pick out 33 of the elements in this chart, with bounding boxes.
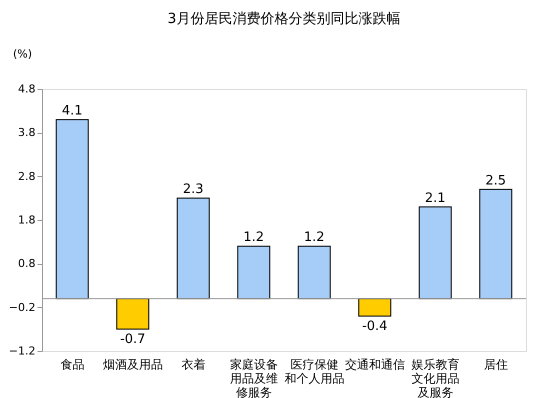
y-tick-label: 2.8 — [18, 170, 36, 183]
bar — [479, 188, 512, 300]
y-tick-label: 1.8 — [18, 214, 36, 226]
bar — [176, 198, 210, 300]
x-tick-label: 医疗保健和个人用品 — [284, 358, 344, 386]
y-tick-label: 4.8 — [18, 82, 36, 96]
bar — [116, 298, 150, 330]
y-axis-title: (%) — [12, 48, 32, 60]
data-label: 2.1 — [424, 190, 446, 206]
bar — [358, 298, 392, 317]
y-tick-label: 0.8 — [18, 257, 36, 270]
data-label: 1.2 — [243, 230, 264, 246]
x-tick-label: 居住 — [484, 358, 508, 372]
x-tick-label: 烟酒及用品 — [102, 358, 163, 372]
data-label: 2.3 — [182, 182, 204, 198]
x-tick-label: 食品 — [60, 358, 84, 372]
x-tick-label: 衣着 — [181, 358, 206, 372]
x-tick-label: 家庭设备用品及维修服务 — [230, 358, 278, 398]
data-label: 1.2 — [304, 230, 325, 246]
bar — [418, 206, 452, 300]
data-label: -0.4 — [362, 319, 388, 334]
bar — [56, 119, 89, 300]
data-label: 4.1 — [62, 104, 83, 119]
data-label: -0.7 — [120, 332, 146, 348]
bar — [298, 246, 331, 300]
x-tick-label: 交通和通信 — [344, 358, 405, 372]
chart-title: 3月份居民消费价格分类别同比涨跌幅 — [168, 11, 400, 27]
bar — [237, 246, 270, 300]
y-tick-label: −1.2 — [8, 344, 36, 358]
data-label: 2.5 — [485, 173, 506, 188]
y-tick-label: −0.2 — [8, 300, 36, 314]
x-tick-label: 娱乐教育文化用品及服务 — [411, 358, 460, 398]
y-tick-label: 3.8 — [18, 126, 36, 140]
